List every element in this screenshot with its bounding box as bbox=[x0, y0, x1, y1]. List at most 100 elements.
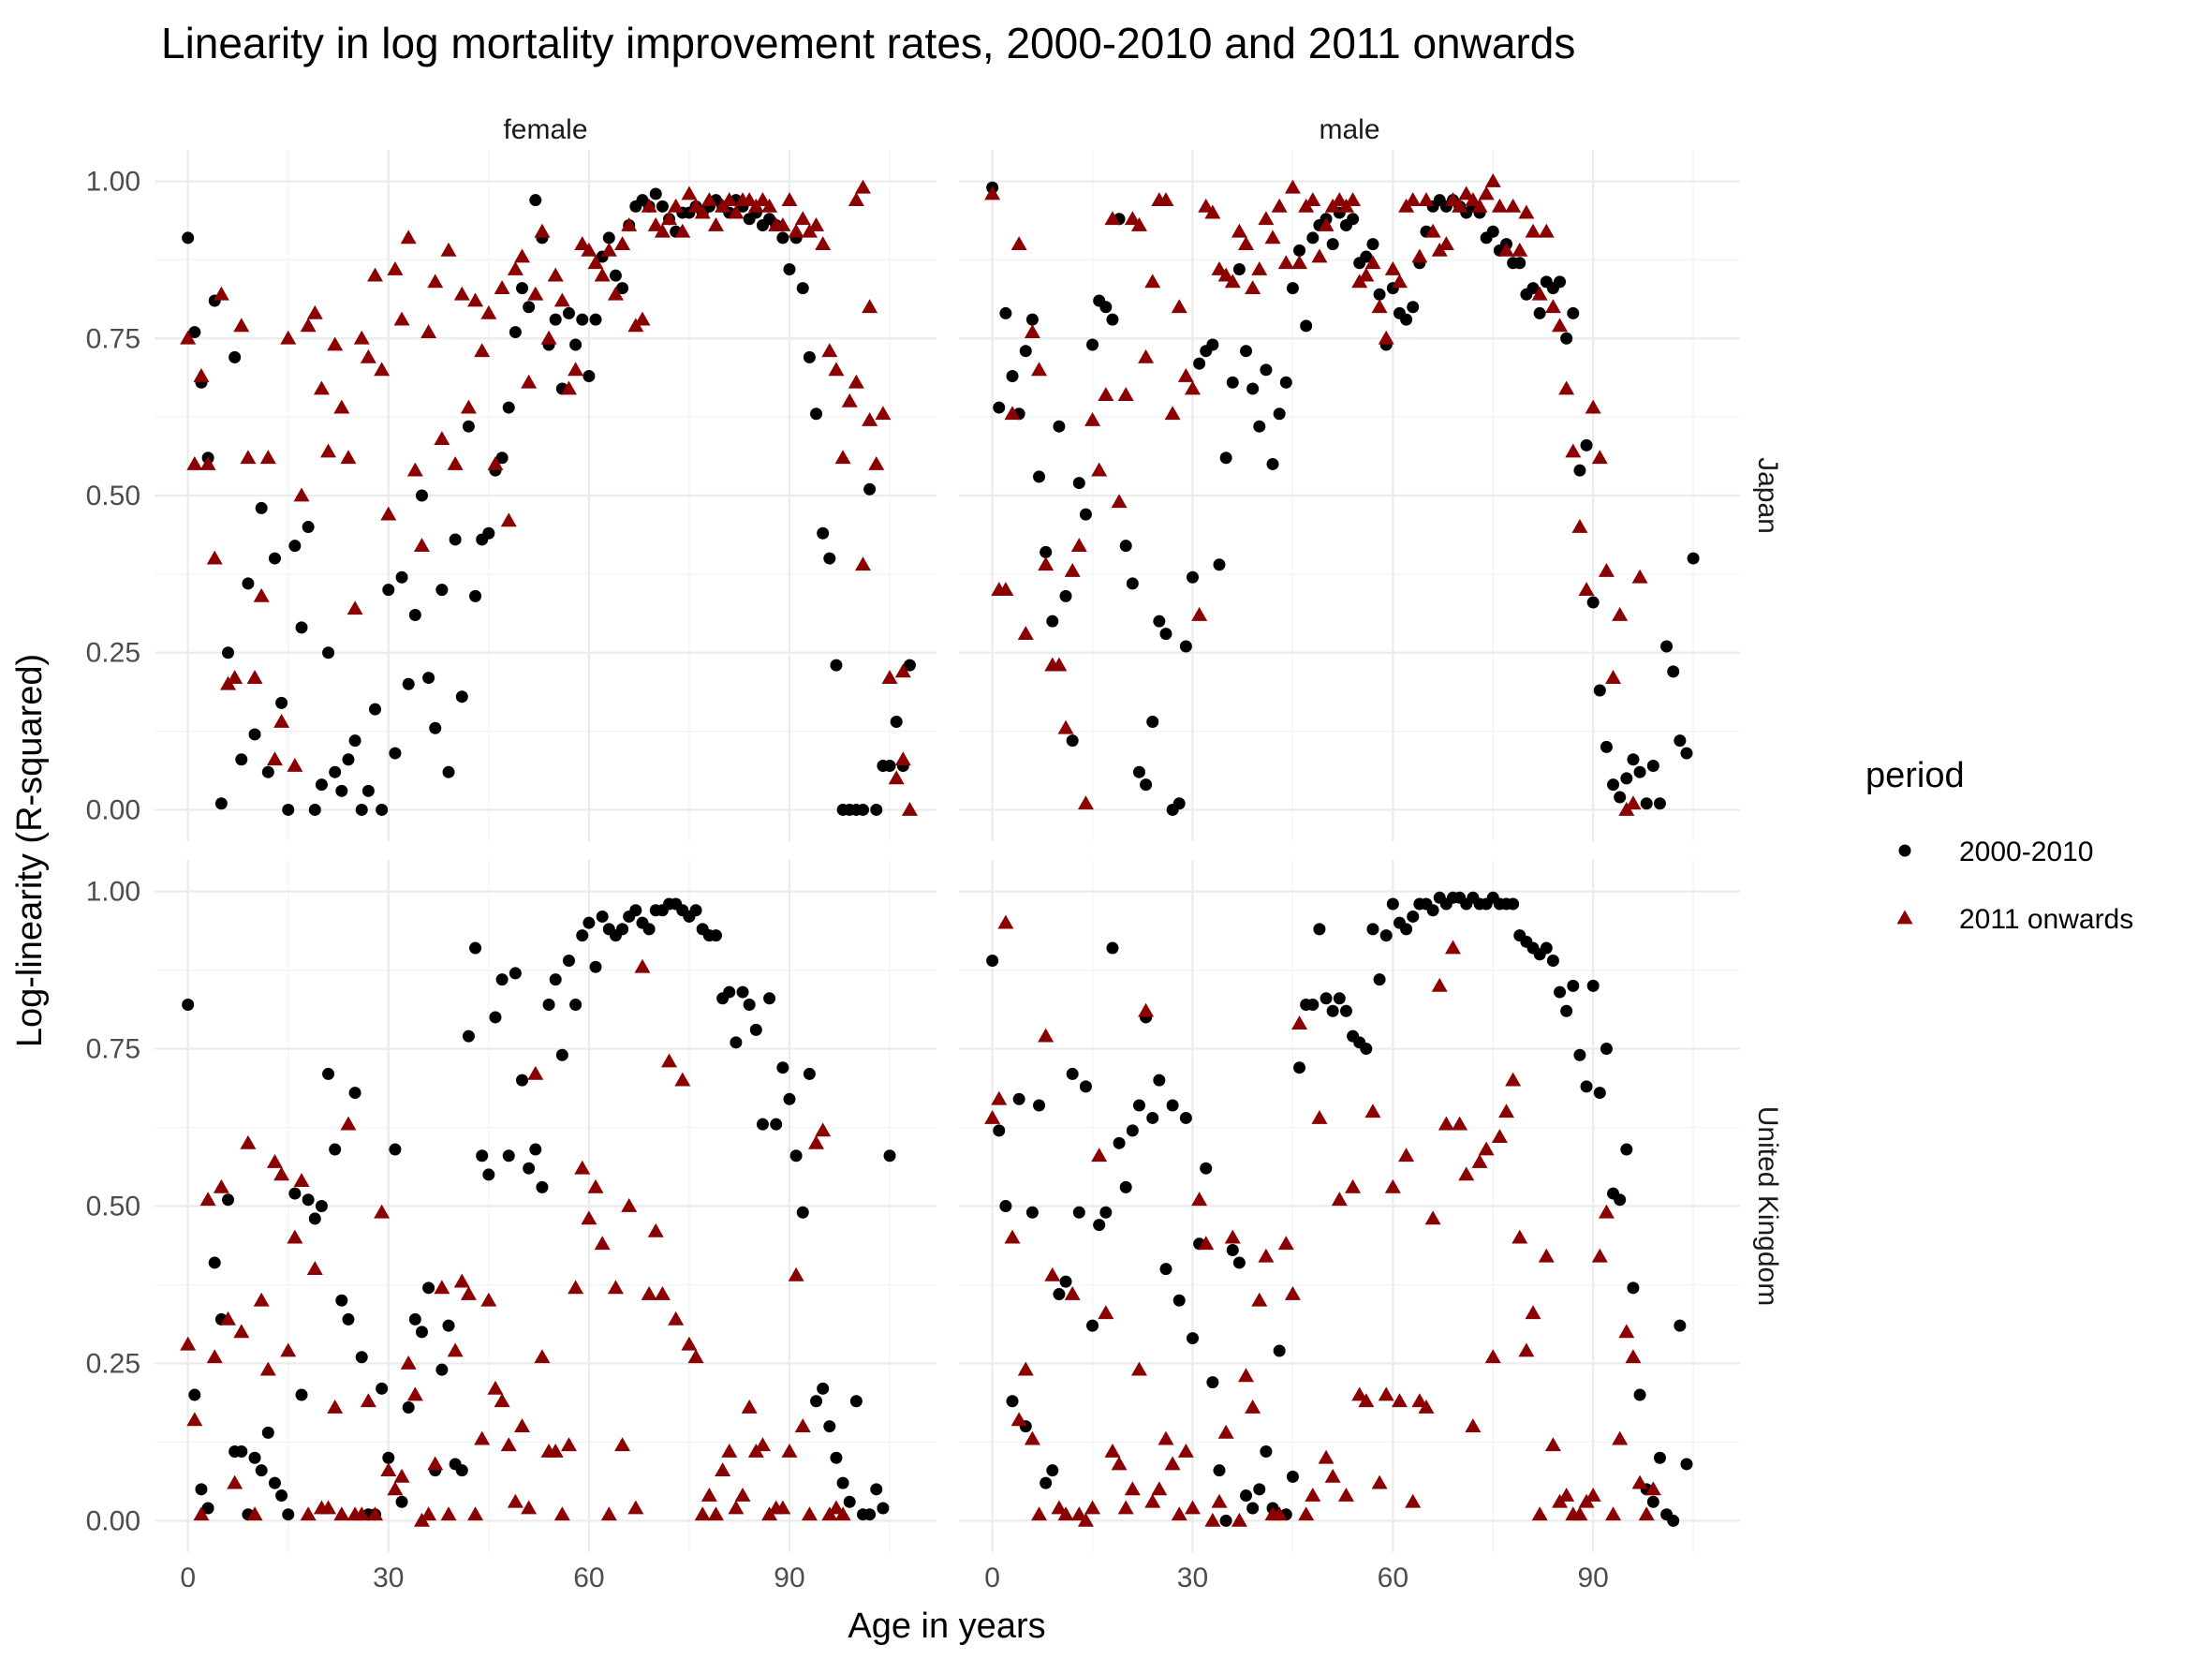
data-point-circle bbox=[288, 1187, 302, 1200]
data-point-triangle bbox=[1291, 255, 1308, 270]
data-point-triangle bbox=[1010, 1412, 1027, 1427]
data-point-circle bbox=[1260, 363, 1273, 377]
data-point-triangle bbox=[1398, 1148, 1415, 1163]
data-point-triangle bbox=[594, 267, 611, 282]
data-point-circle bbox=[569, 338, 582, 351]
data-point-circle bbox=[1593, 684, 1606, 697]
data-point-circle bbox=[1600, 740, 1613, 753]
data-point-triangle bbox=[1465, 192, 1482, 207]
data-point-triangle bbox=[206, 1349, 223, 1364]
legend-label: 2000-2010 bbox=[1959, 837, 2093, 867]
data-point-triangle bbox=[754, 1437, 771, 1452]
data-point-triangle bbox=[1117, 1500, 1134, 1515]
data-point-circle bbox=[1567, 979, 1580, 992]
data-point-circle bbox=[1680, 747, 1693, 760]
y-tick-label: 0.50 bbox=[86, 1192, 140, 1222]
data-point-circle bbox=[422, 1281, 435, 1295]
data-point-triangle bbox=[1484, 1349, 1501, 1364]
data-point-triangle bbox=[647, 217, 664, 231]
data-point-circle bbox=[562, 306, 575, 319]
data-point-triangle bbox=[406, 462, 423, 477]
data-point-triangle bbox=[553, 292, 570, 307]
data-point-triangle bbox=[1512, 1229, 1528, 1244]
data-point-triangle bbox=[1070, 538, 1087, 553]
data-point-triangle bbox=[1418, 192, 1435, 207]
data-point-circle bbox=[295, 621, 308, 634]
data-point-triangle bbox=[1411, 248, 1428, 263]
legend: period 2000-2010 2011 onwards bbox=[1865, 756, 2133, 935]
data-point-triangle bbox=[1331, 192, 1348, 207]
data-point-triangle bbox=[1571, 519, 1588, 533]
data-point-circle bbox=[1046, 1464, 1059, 1477]
panel-grid bbox=[959, 860, 1740, 1552]
data-point-circle bbox=[1667, 1514, 1680, 1527]
data-point-triangle bbox=[1318, 1449, 1335, 1464]
data-point-triangle bbox=[387, 1481, 404, 1496]
data-point-circle bbox=[402, 1400, 415, 1414]
data-point-circle bbox=[1554, 985, 1567, 999]
data-point-triangle bbox=[460, 399, 477, 414]
data-point-triangle bbox=[427, 274, 444, 289]
data-point-triangle bbox=[1144, 1493, 1161, 1508]
data-point-circle bbox=[1025, 313, 1039, 326]
data-point-triangle bbox=[1238, 236, 1255, 251]
data-point-circle bbox=[763, 992, 776, 1005]
legend-key-triangle bbox=[1896, 910, 1913, 925]
data-point-circle bbox=[1059, 589, 1072, 602]
data-point-triangle bbox=[1498, 242, 1515, 257]
data-point-triangle bbox=[1431, 977, 1448, 992]
data-point-circle bbox=[248, 728, 261, 741]
data-point-circle bbox=[1660, 640, 1674, 653]
data-point-circle bbox=[1113, 1136, 1126, 1149]
data-point-triangle bbox=[246, 670, 263, 684]
x-tick-label: 30 bbox=[373, 1563, 404, 1593]
data-point-circle bbox=[616, 923, 629, 936]
data-point-triangle bbox=[1558, 380, 1575, 395]
data-point-circle bbox=[1146, 1111, 1159, 1124]
data-point-triangle bbox=[227, 670, 243, 684]
data-point-circle bbox=[195, 1483, 208, 1496]
data-point-triangle bbox=[206, 550, 223, 565]
data-point-circle bbox=[1153, 1074, 1166, 1087]
data-point-circle bbox=[1360, 250, 1373, 263]
data-point-triangle bbox=[715, 1462, 731, 1477]
data-point-triangle bbox=[1138, 348, 1155, 363]
data-point-circle bbox=[1046, 615, 1059, 628]
data-point-triangle bbox=[587, 1178, 604, 1193]
data-point-triangle bbox=[507, 260, 524, 275]
data-point-triangle bbox=[1031, 362, 1048, 377]
data-point-triangle bbox=[287, 1229, 303, 1244]
data-point-triangle bbox=[393, 311, 410, 326]
data-point-circle bbox=[776, 1061, 789, 1074]
data-point-triangle bbox=[353, 1506, 370, 1521]
data-point-circle bbox=[1040, 545, 1053, 558]
data-point-triangle bbox=[1204, 204, 1221, 219]
data-point-triangle bbox=[815, 236, 832, 251]
legend-title: period bbox=[1865, 756, 1965, 795]
data-point-circle bbox=[1053, 1288, 1066, 1301]
data-point-circle bbox=[188, 1388, 201, 1401]
data-point-circle bbox=[1119, 540, 1132, 553]
data-point-circle bbox=[1586, 596, 1600, 609]
data-point-circle bbox=[435, 1363, 449, 1376]
data-point-circle bbox=[1573, 464, 1586, 477]
data-point-circle bbox=[222, 1193, 235, 1207]
data-point-circle bbox=[282, 1508, 295, 1521]
data-point-circle bbox=[442, 1319, 455, 1332]
data-point-triangle bbox=[1191, 606, 1208, 621]
data-point-triangle bbox=[1371, 1474, 1388, 1489]
data-point-circle bbox=[602, 231, 615, 244]
data-point-circle bbox=[1533, 306, 1546, 319]
data-point-triangle bbox=[681, 1336, 698, 1351]
data-point-circle bbox=[569, 999, 582, 1012]
data-point-circle bbox=[516, 282, 529, 295]
data-point-triangle bbox=[480, 1292, 497, 1307]
data-point-triangle bbox=[668, 1311, 685, 1326]
data-point-triangle bbox=[1452, 198, 1468, 213]
data-point-circle bbox=[1400, 923, 1413, 936]
data-point-triangle bbox=[494, 280, 510, 294]
x-tick-label: 90 bbox=[774, 1563, 804, 1593]
y-tick-label: 1.00 bbox=[86, 167, 140, 198]
data-point-triangle bbox=[1104, 211, 1121, 226]
data-point-triangle bbox=[273, 714, 290, 728]
